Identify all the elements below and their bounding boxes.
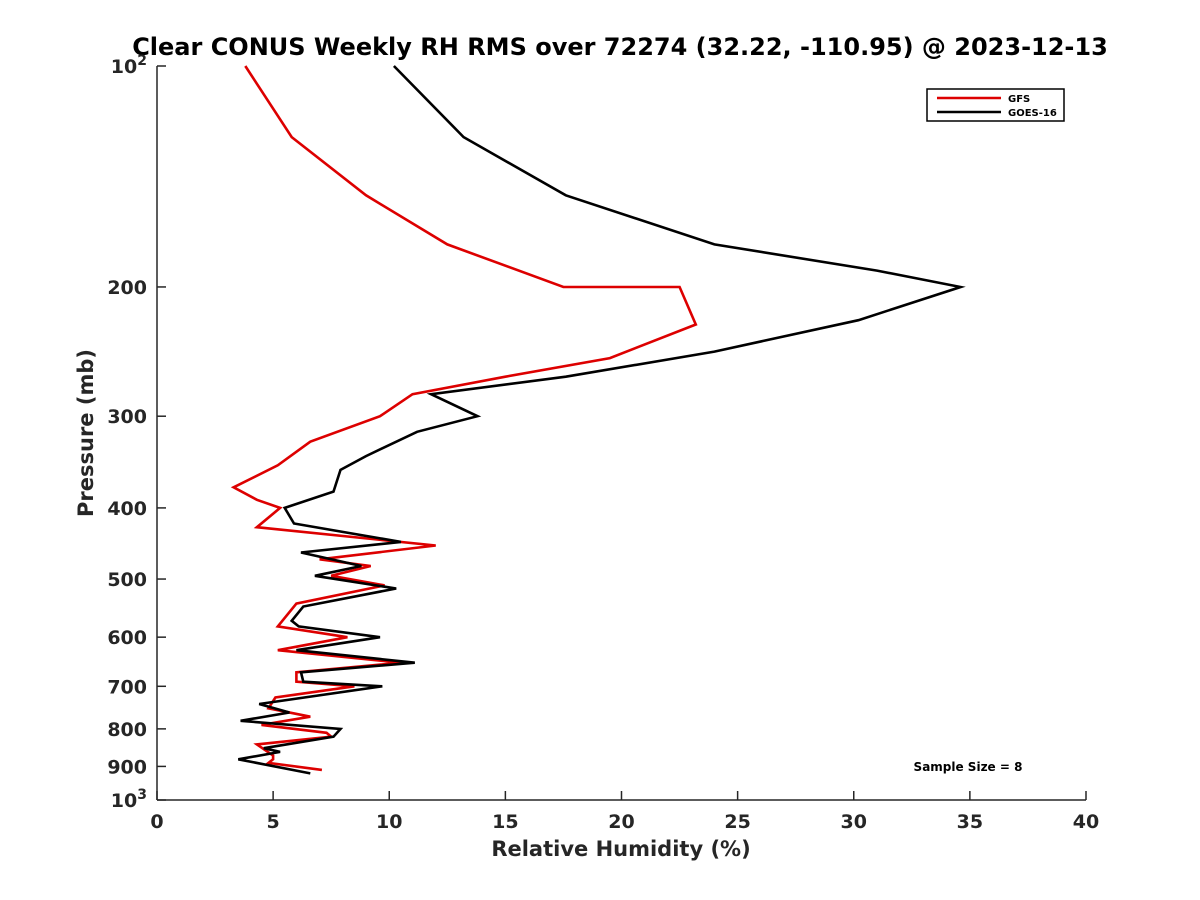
series-layer xyxy=(230,65,966,775)
sample-size-annotation: Sample Size = 8 xyxy=(914,760,1023,774)
x-tick-label: 5 xyxy=(267,811,280,833)
x-tick-label: 10 xyxy=(376,811,402,833)
legend-label-goes-16: GOES-16 xyxy=(1008,108,1057,119)
x-tick-label: 25 xyxy=(724,811,750,833)
y-tick-label: 700 xyxy=(107,676,147,698)
x-axis-label: Relative Humidity (%) xyxy=(491,837,750,861)
y-tick-label: 800 xyxy=(107,719,147,741)
y-tick-label: 103 xyxy=(111,787,147,812)
series-line-gfs xyxy=(230,65,698,772)
x-tick-label: 20 xyxy=(608,811,634,833)
legend: GFS GOES-16 xyxy=(926,88,1065,122)
y-tick-label: 102 xyxy=(111,53,147,78)
legend-box xyxy=(926,88,1065,122)
y-tick-label: 300 xyxy=(107,406,147,428)
x-tick-label: 15 xyxy=(492,811,518,833)
x-tick-label: 35 xyxy=(957,811,983,833)
x-tick-label: 0 xyxy=(150,811,163,833)
y-tick-label: 400 xyxy=(107,498,147,520)
y-tick-label: 500 xyxy=(107,569,147,591)
y-axis-label: Pressure (mb) xyxy=(74,349,98,517)
x-tick-label: 30 xyxy=(841,811,867,833)
chart-title: Clear CONUS Weekly RH RMS over 72274 (32… xyxy=(132,33,1108,61)
y-tick-label: 600 xyxy=(107,627,147,649)
y-tick-label: 900 xyxy=(107,756,147,778)
axes: 0 5 10 15 20 25 30 35 40 102 200 300 400 500 600 700 800… xyxy=(107,53,1099,833)
legend-label-gfs: GFS xyxy=(1008,94,1030,105)
series-line-goes-16 xyxy=(238,65,966,775)
x-tick-label: 40 xyxy=(1073,811,1099,833)
y-tick-label: 200 xyxy=(107,277,147,299)
